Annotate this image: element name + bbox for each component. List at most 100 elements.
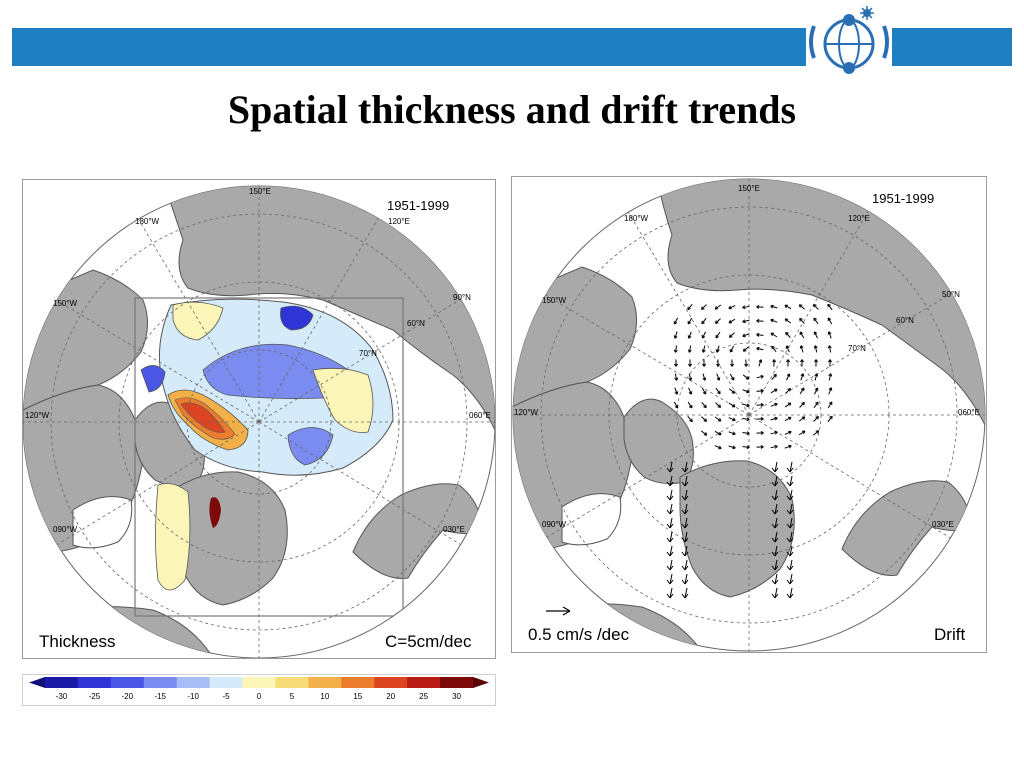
graticule-label: 030°E: [932, 520, 954, 529]
drift-arrow: [745, 359, 747, 367]
drift-arrow: [774, 587, 778, 599]
period-label: 1951-1999: [872, 191, 935, 206]
drift-arrow-head: [813, 345, 818, 349]
drift-arrow: [814, 387, 818, 395]
drift-arrow-head: [827, 331, 832, 335]
drift-arrow: [828, 387, 832, 395]
drift-arrow: [798, 304, 806, 310]
drift-arrow-head: [681, 537, 689, 543]
drift-arrow: [828, 345, 832, 353]
drift-arrow: [814, 373, 818, 381]
drift-arrow-head: [681, 593, 689, 599]
drift-arrow: [774, 559, 778, 571]
drift-arrow: [701, 401, 707, 409]
drift-arrow-head: [729, 349, 734, 353]
drift-arrow: [756, 334, 764, 336]
drift-arrow: [728, 318, 736, 324]
drift-arrow: [770, 445, 778, 449]
drift-arrow-head: [681, 579, 689, 585]
drift-arrow-head: [666, 579, 674, 585]
drift-arrow: [771, 345, 777, 353]
drift-arrow-head: [681, 551, 689, 557]
drift-arrow-head: [799, 331, 804, 335]
drift-arrow: [813, 317, 819, 325]
drift-arrow-head: [717, 404, 722, 408]
drift-arrow-head: [703, 432, 708, 436]
drift-arrow-head: [687, 349, 692, 353]
drift-arrow: [784, 445, 792, 449]
colorbar-swatch: [176, 677, 211, 688]
drift-arrow: [800, 373, 804, 381]
drift-arrow-head: [681, 565, 689, 571]
colorbar-tick-label: -5: [222, 692, 230, 701]
panel-title: Thickness: [39, 632, 116, 651]
colorbar-swatch: [242, 677, 276, 688]
drift-arrow: [774, 503, 778, 515]
drift-arrow: [742, 333, 750, 337]
graticule-label: 030°E: [443, 525, 465, 534]
drift-arrow: [784, 416, 792, 422]
drift-arrow: [771, 374, 777, 380]
drift-arrow: [674, 373, 678, 381]
drift-arrow: [669, 461, 673, 473]
drift-arrow: [728, 445, 736, 449]
drift-arrow-head: [827, 317, 832, 321]
drift-arrow-head: [771, 593, 779, 599]
drift-arrow: [828, 373, 832, 381]
drift-arrow-head: [715, 349, 720, 353]
drift-arrow-head: [827, 345, 832, 349]
drift-map-panel: 150°E 120°E 180°W 150°W 120°W 090°W 50°N…: [511, 176, 987, 653]
drift-arrow: [758, 359, 762, 367]
thickness-colorbar: -30 -25 -20 -15 -10 -5 0 5 10 15 20 25 30: [22, 674, 496, 706]
drift-arrow: [742, 389, 750, 393]
drift-arrow: [715, 331, 721, 339]
drift-arrow-head: [746, 417, 750, 422]
drift-arrow: [784, 402, 792, 408]
drift-arrow: [799, 331, 805, 339]
drift-arrow: [684, 489, 688, 501]
drift-arrow: [799, 318, 805, 324]
drift-arrow-head: [703, 418, 708, 422]
drift-arrow-head: [785, 331, 789, 336]
colorbar-end-low: [29, 677, 45, 688]
drift-arrow-head: [717, 390, 721, 395]
drift-arrow-head: [772, 359, 777, 363]
drift-arrow-head: [771, 523, 779, 529]
drift-arrow-head: [760, 416, 764, 421]
drift-arrow: [687, 317, 693, 325]
colorbar-tick-label: -30: [55, 692, 68, 701]
graticule-label: 120°E: [388, 217, 410, 226]
colorbar-tick-label: -15: [154, 692, 166, 701]
drift-arrow: [789, 545, 793, 557]
drift-arrow: [714, 445, 722, 449]
graticule-label: 060°E: [469, 411, 491, 420]
drift-arrow-head: [701, 349, 706, 353]
drift-arrow: [669, 545, 673, 557]
drift-arrow: [669, 503, 673, 515]
drift-arrow-head: [666, 481, 674, 487]
drift-arrow-head: [673, 321, 678, 325]
graticule-label: 060°E: [958, 408, 980, 417]
drift-arrow-head: [814, 387, 819, 391]
drift-arrow-head: [701, 320, 705, 325]
drift-arrow-head: [689, 418, 693, 423]
drift-arrow-head: [771, 481, 779, 487]
graticule-label: 150°W: [542, 296, 567, 305]
drift-arrow-head: [666, 495, 674, 501]
drift-arrow-head: [742, 348, 747, 352]
drift-arrow-head: [714, 306, 719, 310]
drift-arrow-head: [746, 431, 750, 436]
period-label: 1951-1999: [387, 198, 450, 213]
drift-arrow: [784, 431, 792, 435]
drift-arrow: [770, 431, 778, 435]
drift-arrow: [774, 573, 778, 585]
drift-arrow: [688, 345, 692, 353]
drift-arrow-head: [760, 430, 764, 435]
drift-arrow-head: [700, 306, 705, 310]
drift-arrow-head: [681, 523, 689, 529]
drift-arrow: [813, 304, 819, 310]
drift-arrow: [774, 461, 778, 473]
drift-arrow-head: [786, 593, 794, 599]
drift-arrow-head: [760, 388, 764, 393]
graticule-label: 50°N: [942, 290, 960, 299]
